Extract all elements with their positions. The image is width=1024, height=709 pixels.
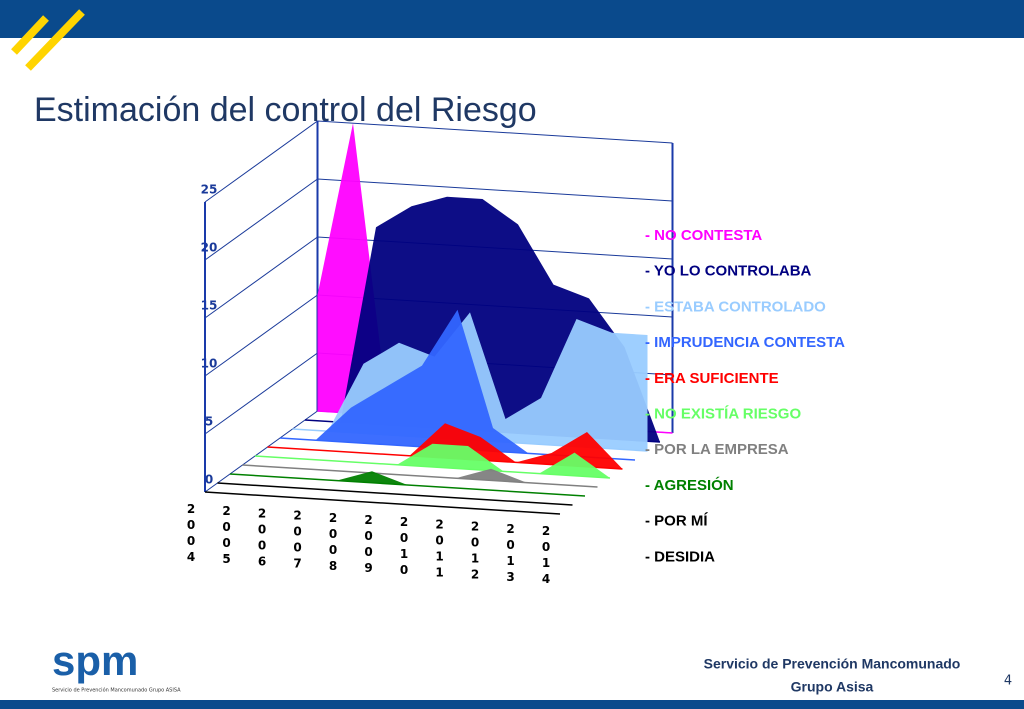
legend-label: - ESTABA CONTROLADO [645, 298, 826, 315]
legend-label: - NO CONTESTA [645, 227, 762, 244]
legend-label: - AGRESIÓN [645, 476, 734, 494]
legend-label: - ERA SUFICIENTE [645, 370, 779, 387]
page-number: 4 [1004, 674, 1012, 689]
y-tick-label: 0 [205, 473, 213, 487]
legend-label: - DESIDIA [645, 548, 715, 565]
legend-label: - IMPRUDENCIA CONTESTA [645, 334, 845, 351]
y-tick-label: 25 [201, 183, 218, 197]
logo-caption: Servicio de Prevención Mancomunado Grupo… [52, 687, 181, 694]
x-tick-label: 2004 [184, 502, 198, 566]
grid-line [204, 120, 673, 203]
y-tick-label: 10 [201, 357, 218, 371]
chart: 0 5 10 15 20 25 - NO CONTESTA - YO LO CONTROLAB… [184, 120, 845, 588]
legend-label: - POR MÍ [645, 513, 708, 530]
x-tick-label: 2007 [291, 509, 305, 573]
legend-label: - YO LO CONTROLABA [645, 263, 812, 280]
y-tick-label: 5 [205, 415, 213, 429]
top-bar [0, 0, 1024, 38]
x-tick-label: 2014 [539, 524, 553, 588]
bottom-bar [0, 700, 1024, 709]
series-area [255, 443, 610, 478]
y-tick-label: 20 [201, 241, 218, 255]
x-tick-label: 2005 [220, 504, 234, 568]
legend-label: - POR LA EMPRESA [645, 441, 789, 458]
x-tick-label: 2008 [326, 511, 340, 575]
footer-line: Servicio de Prevención Mancomunado [704, 656, 961, 672]
x-tick-label: 2010 [397, 515, 411, 579]
x-tick-label: 2013 [504, 522, 518, 586]
y-tick-label: 15 [201, 299, 218, 313]
logo: spm [52, 637, 138, 684]
series-area [217, 483, 573, 505]
x-tick-label: 2011 [433, 517, 447, 581]
footer-line: Grupo Asisa [791, 679, 874, 695]
corner-logo [11, 9, 85, 71]
legend-label: - NO EXISTÍA RIESGO [645, 405, 801, 422]
series-area [205, 492, 560, 514]
x-tick-label: 2012 [468, 520, 482, 584]
x-tick-label: 2006 [255, 506, 269, 570]
series-area [242, 465, 598, 487]
slide-title: Estimación del control del Riesgo [34, 91, 537, 129]
series-area [280, 309, 635, 460]
x-tick-label: 2009 [362, 513, 376, 577]
